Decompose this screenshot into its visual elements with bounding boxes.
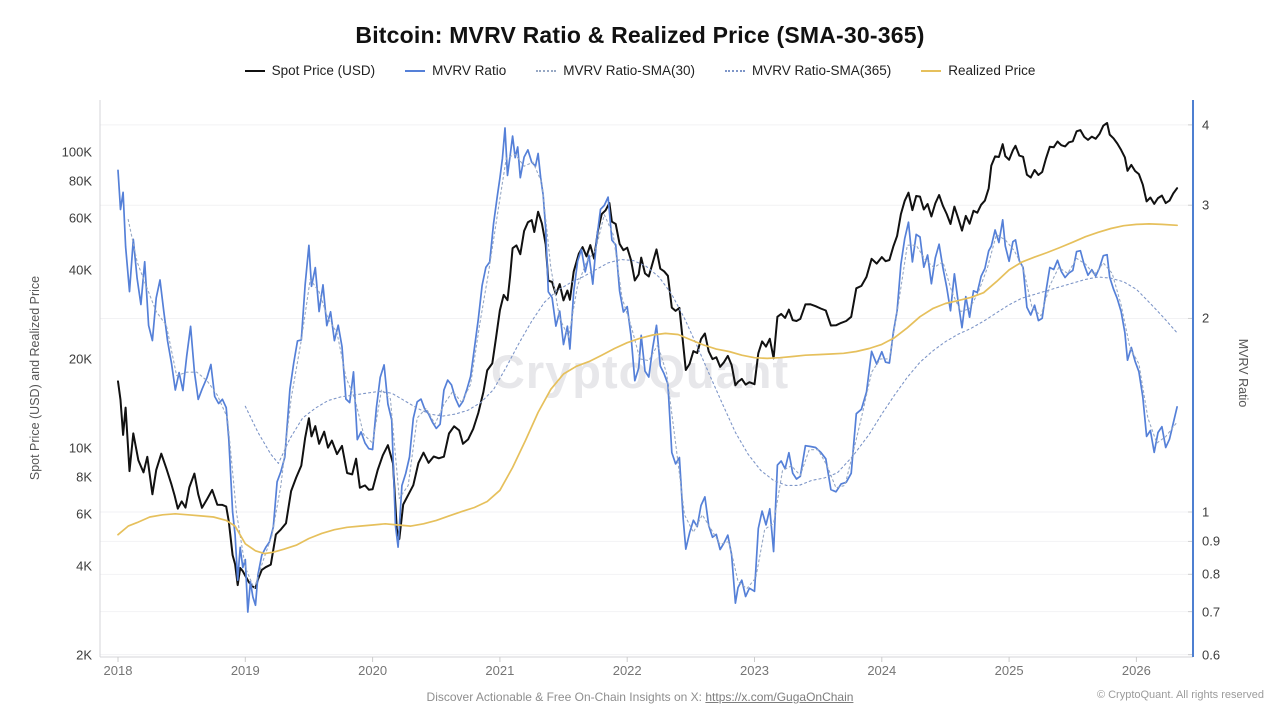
legend-label: Spot Price (USD) <box>271 63 376 78</box>
series-realized-price <box>117 223 1178 555</box>
footer-note: Discover Actionable & Free On-Chain Insi… <box>0 690 1280 704</box>
left-axis-tick-label: 6K <box>76 506 92 522</box>
legend-label: MVRV Ratio-SMA(365) <box>752 63 892 78</box>
x-axis-tick-label: 2026 <box>1121 663 1151 678</box>
legend-label: Realized Price <box>948 63 1036 78</box>
left-axis-tick-label: 10K <box>68 440 92 456</box>
x-axis-tick-label: 2021 <box>485 663 515 678</box>
legend-label: MVRV Ratio <box>432 63 507 78</box>
legend-item-mvrv-ratio-sma-30-[interactable]: MVRV Ratio-SMA(30) <box>536 63 695 78</box>
left-axis-tick-label: 2K <box>76 647 92 663</box>
x-axis-tick-label: 2024 <box>867 663 897 678</box>
legend-item-realized-price[interactable]: Realized Price <box>921 63 1035 78</box>
x-axis-tick-label: 2020 <box>358 663 388 678</box>
right-axis-tick-label: 4 <box>1202 117 1210 133</box>
legend-item-spot-price-usd-[interactable]: Spot Price (USD) <box>244 63 376 78</box>
right-axis-tick-label: 3 <box>1202 197 1210 213</box>
legend: Spot Price (USD) MVRV Ratio MVRV Ratio-SMA… <box>0 63 1280 78</box>
x-axis-tick-label: 2025 <box>994 663 1024 678</box>
left-axis-tick-label: 40K <box>68 262 92 278</box>
left-axis-tick-label: 4K <box>76 558 92 574</box>
series-mvrv-ratio <box>117 127 1178 613</box>
right-axis-tick-label: 0.9 <box>1202 533 1221 549</box>
legend-swatch-icon <box>921 69 942 72</box>
left-axis-tick-label: 20K <box>68 351 92 367</box>
left-axis-tick-label: 60K <box>68 210 92 226</box>
legend-swatch-icon <box>405 69 426 72</box>
page-title: Bitcoin: MVRV Ratio & Realized Price (SM… <box>355 22 925 48</box>
left-axis-tick-label: 100K <box>61 144 92 160</box>
left-axis-tick-label: 80K <box>68 173 92 189</box>
right-axis-tick-label: 1 <box>1202 504 1210 520</box>
legend-label: MVRV Ratio-SMA(30) <box>563 63 695 78</box>
series-mvrv-ratio-sma-365- <box>244 258 1178 486</box>
x-axis-tick-label: 2019 <box>230 663 260 678</box>
right-axis-tick-label: 0.6 <box>1202 647 1221 663</box>
series-mvrv-ratio-sma-30- <box>127 153 1178 590</box>
left-axis-title: Spot Price (USD) and Realized Price <box>28 275 42 481</box>
x-axis-tick-label: 2023 <box>740 663 769 678</box>
legend-swatch-icon <box>244 69 265 72</box>
x-axis-tick-label: 2018 <box>103 663 133 678</box>
legend-item-mvrv-ratio[interactable]: MVRV Ratio <box>405 63 506 78</box>
footer-link[interactable]: https://x.com/GugaOnChain <box>705 690 854 704</box>
right-axis-tick-label: 0.8 <box>1202 566 1221 582</box>
footer-text: Discover Actionable & Free On-Chain Insi… <box>426 690 706 704</box>
left-axis-tick-label: 8K <box>76 469 92 485</box>
right-axis-tick-label: 0.7 <box>1202 604 1221 620</box>
right-axis-tick-label: 2 <box>1202 310 1210 326</box>
legend-swatch-icon <box>536 69 557 72</box>
legend-swatch-icon <box>725 69 745 72</box>
right-axis-title: MVRV Ratio <box>1236 338 1250 408</box>
series-spot-price-usd- <box>117 122 1179 589</box>
legend-item-mvrv-ratio-sma-365-[interactable]: MVRV Ratio-SMA(365) <box>725 63 891 78</box>
x-axis-tick-label: 2022 <box>612 663 642 678</box>
copyright-note: © CryptoQuant. All rights reserved <box>1096 689 1264 701</box>
